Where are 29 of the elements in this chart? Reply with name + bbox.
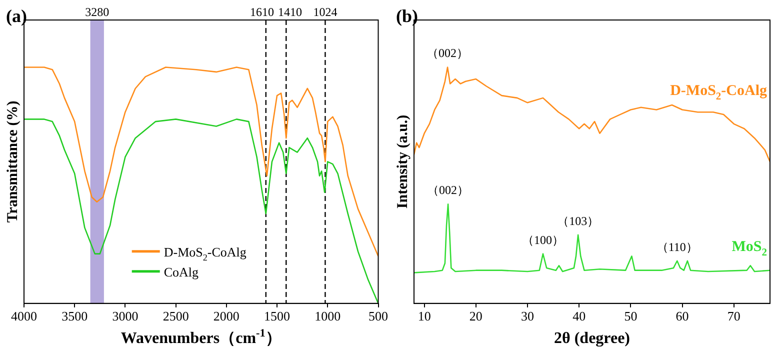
x-tick-label: 40 [572,308,586,324]
x-tick-label: 30 [521,308,534,324]
ref-line-label: 1024 [313,5,338,19]
x-tick-label: 70 [727,308,740,324]
x-axis-title: 2θ (degree) [554,330,630,347]
x-tick-label: 1500 [264,308,290,324]
x-tick-label: 20 [469,308,482,324]
x-tick-label: 60 [676,308,689,324]
annotation: （103） [557,214,600,228]
band-label: 3280 [85,5,110,19]
legend-label: CoAlg [164,264,200,280]
x-tick-label: 1000 [314,308,341,324]
x-tick-label: 3000 [112,308,138,324]
chart-title: (b) [396,6,418,26]
x-tick-label: 2000 [213,308,240,324]
ref-line-label: 1610 [250,5,274,19]
x-tick-label: 2500 [162,308,189,324]
annotation: （002） [427,183,470,198]
x-tick-label: 10 [418,308,431,324]
x-tick-label: 500 [368,308,388,324]
annotation: （002） [426,46,469,60]
x-tick-label: 50 [624,308,638,324]
x-tick-label: 3500 [62,308,88,324]
y-axis-title: Intensity (a.u.) [394,114,411,209]
annotation: （110） [656,240,698,254]
ref-line-label: 1410 [278,5,302,19]
annotation: （100） [522,232,564,247]
y-axis-title: Transmittance (%) [4,100,21,223]
x-tick-label: 4000 [11,308,37,324]
